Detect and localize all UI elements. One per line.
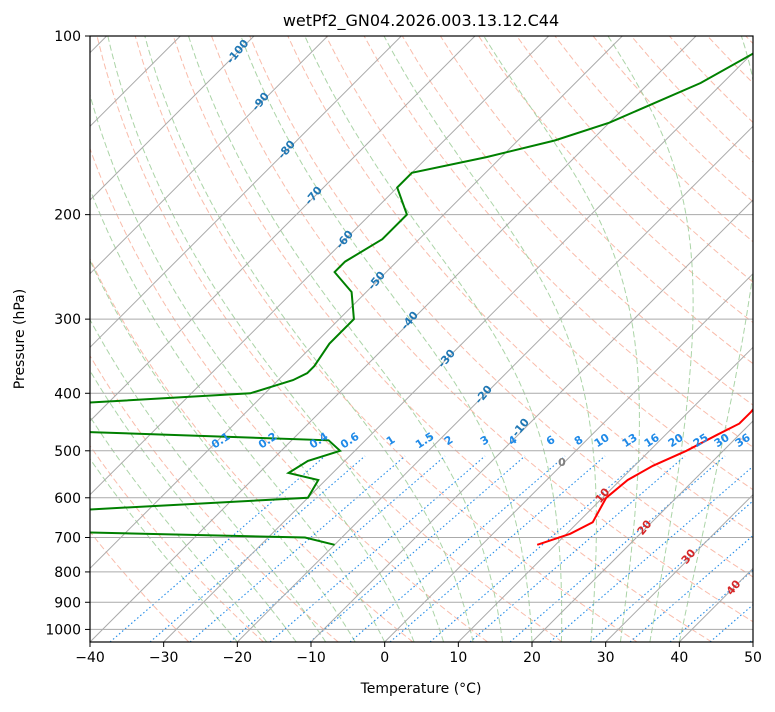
mixing-ratio-label: 6 <box>544 433 558 448</box>
dry-adiabat-label: 0 <box>558 456 566 469</box>
mixing-ratio-label: 0.4 <box>307 430 331 452</box>
moist-adiabat-line <box>23 36 355 642</box>
y-tick-label: 100 <box>54 29 81 45</box>
x-tick-label: 40 <box>670 650 688 666</box>
chart-title: wetPf2_GN04.2026.003.13.12.C44 <box>283 11 559 31</box>
dry-adiabat-label: -20 <box>472 383 495 407</box>
x-tick-label: −10 <box>296 650 326 666</box>
isotherm-line <box>16 36 622 642</box>
x-tick-label: −20 <box>223 650 253 666</box>
y-tick-label: 300 <box>54 312 81 328</box>
isotherm-line <box>90 36 696 642</box>
mixing-ratio-label: 2 <box>442 433 456 448</box>
mixing-ratio-line <box>430 456 645 642</box>
x-tick-label: 0 <box>380 650 389 666</box>
isotherm-line <box>311 36 775 642</box>
mixing-ratio-label: 16 <box>642 431 662 450</box>
mixing-ratio-label: 1.5 <box>413 430 436 452</box>
mixing-ratio-label: 30 <box>712 431 732 450</box>
dry-adiabat-label: -70 <box>302 184 325 208</box>
x-tick-label: 30 <box>597 650 615 666</box>
y-tick-label: 600 <box>54 491 81 507</box>
isotherm-line <box>0 36 254 642</box>
isobars <box>90 36 753 629</box>
plot-area: -100-90-80-70-60-50-40-30-20-10010203040… <box>0 36 775 642</box>
dry-adiabat-line <box>479 36 775 642</box>
x-axis-label: Temperature (°C) <box>360 681 482 697</box>
dry-adiabat-line <box>440 36 775 642</box>
dry-adiabat-label: -100 <box>224 37 252 67</box>
dry-adiabat-line <box>555 36 775 642</box>
dry-adiabat-line <box>746 36 775 642</box>
isotherm-line <box>753 36 775 642</box>
dry-adiabat-label: -40 <box>398 309 421 333</box>
dry-adiabat-line <box>708 36 775 642</box>
isotherm-line <box>237 36 775 642</box>
moist-adiabat-line <box>384 36 596 642</box>
y-tick-label: 200 <box>54 208 81 224</box>
mixing-ratio-line <box>110 456 325 642</box>
moist-adiabat-line <box>305 36 562 642</box>
x-tick-label: 10 <box>449 650 467 666</box>
mixing-ratio-label: 1 <box>384 433 398 448</box>
dry-adiabat-line <box>135 36 637 642</box>
mixing-ratio-label: 8 <box>572 433 586 448</box>
moist-adiabat-line <box>189 36 503 642</box>
dry-adiabat-line <box>0 36 338 642</box>
dry-adiabat-label: -90 <box>249 90 272 114</box>
mixing-ratio-line <box>750 456 775 642</box>
y-axis-label: Pressure (hPa) <box>12 289 28 389</box>
mixing-ratio-label: 13 <box>620 431 640 450</box>
x-tick-label: 50 <box>744 650 762 666</box>
y-tick-label: 400 <box>54 386 81 402</box>
dry-adiabat-label: -50 <box>365 269 388 293</box>
isotherm-line <box>0 36 401 642</box>
x-axis: −40 −30 −20 −10 0 10 20 30 40 50 <box>75 642 762 666</box>
y-tick-label: 700 <box>54 531 81 547</box>
mixing-ratio-lines <box>110 456 775 642</box>
y-axis: 100 200 300 400 500 600 700 800 900 1000 <box>45 29 90 638</box>
mixing-ratio-label: 10 <box>592 431 612 450</box>
plot-frame <box>90 36 753 642</box>
isotherm-line <box>0 36 328 642</box>
mixing-ratio-line <box>150 456 365 642</box>
isotherm-line <box>0 36 475 642</box>
dry-adiabat-label: -80 <box>275 138 298 162</box>
x-tick-label: 20 <box>523 650 541 666</box>
mixing-ratio-line <box>390 456 605 642</box>
x-tick-label: −40 <box>75 650 105 666</box>
dry-adiabat-line <box>0 36 264 642</box>
dry-adiabat-label: 20 <box>635 517 655 537</box>
mixing-ratio-line <box>470 456 685 642</box>
mixing-ratio-label: 36 <box>733 431 753 450</box>
moist-adiabat-line <box>241 36 532 642</box>
mixing-ratio-line <box>550 456 765 642</box>
y-tick-label: 1000 <box>45 622 81 638</box>
mixing-ratio-line <box>270 456 485 642</box>
mixing-ratio-line <box>310 456 525 642</box>
moist-adiabat-line <box>0 36 237 642</box>
x-tick-label: −30 <box>149 650 179 666</box>
mixing-ratio-line <box>710 456 775 642</box>
y-tick-label: 500 <box>54 444 81 460</box>
y-tick-label: 900 <box>54 595 81 611</box>
profile-line <box>537 36 775 545</box>
y-tick-label: 800 <box>54 565 81 581</box>
dry-adiabat-label: 30 <box>679 546 699 566</box>
dry-adiabat-line <box>59 36 488 642</box>
isotherm-line <box>458 36 775 642</box>
moist-adiabat-line <box>608 36 693 642</box>
dry-adiabat-line <box>21 36 413 642</box>
mixing-ratio-line <box>350 456 565 642</box>
isotherm-line <box>164 36 770 642</box>
